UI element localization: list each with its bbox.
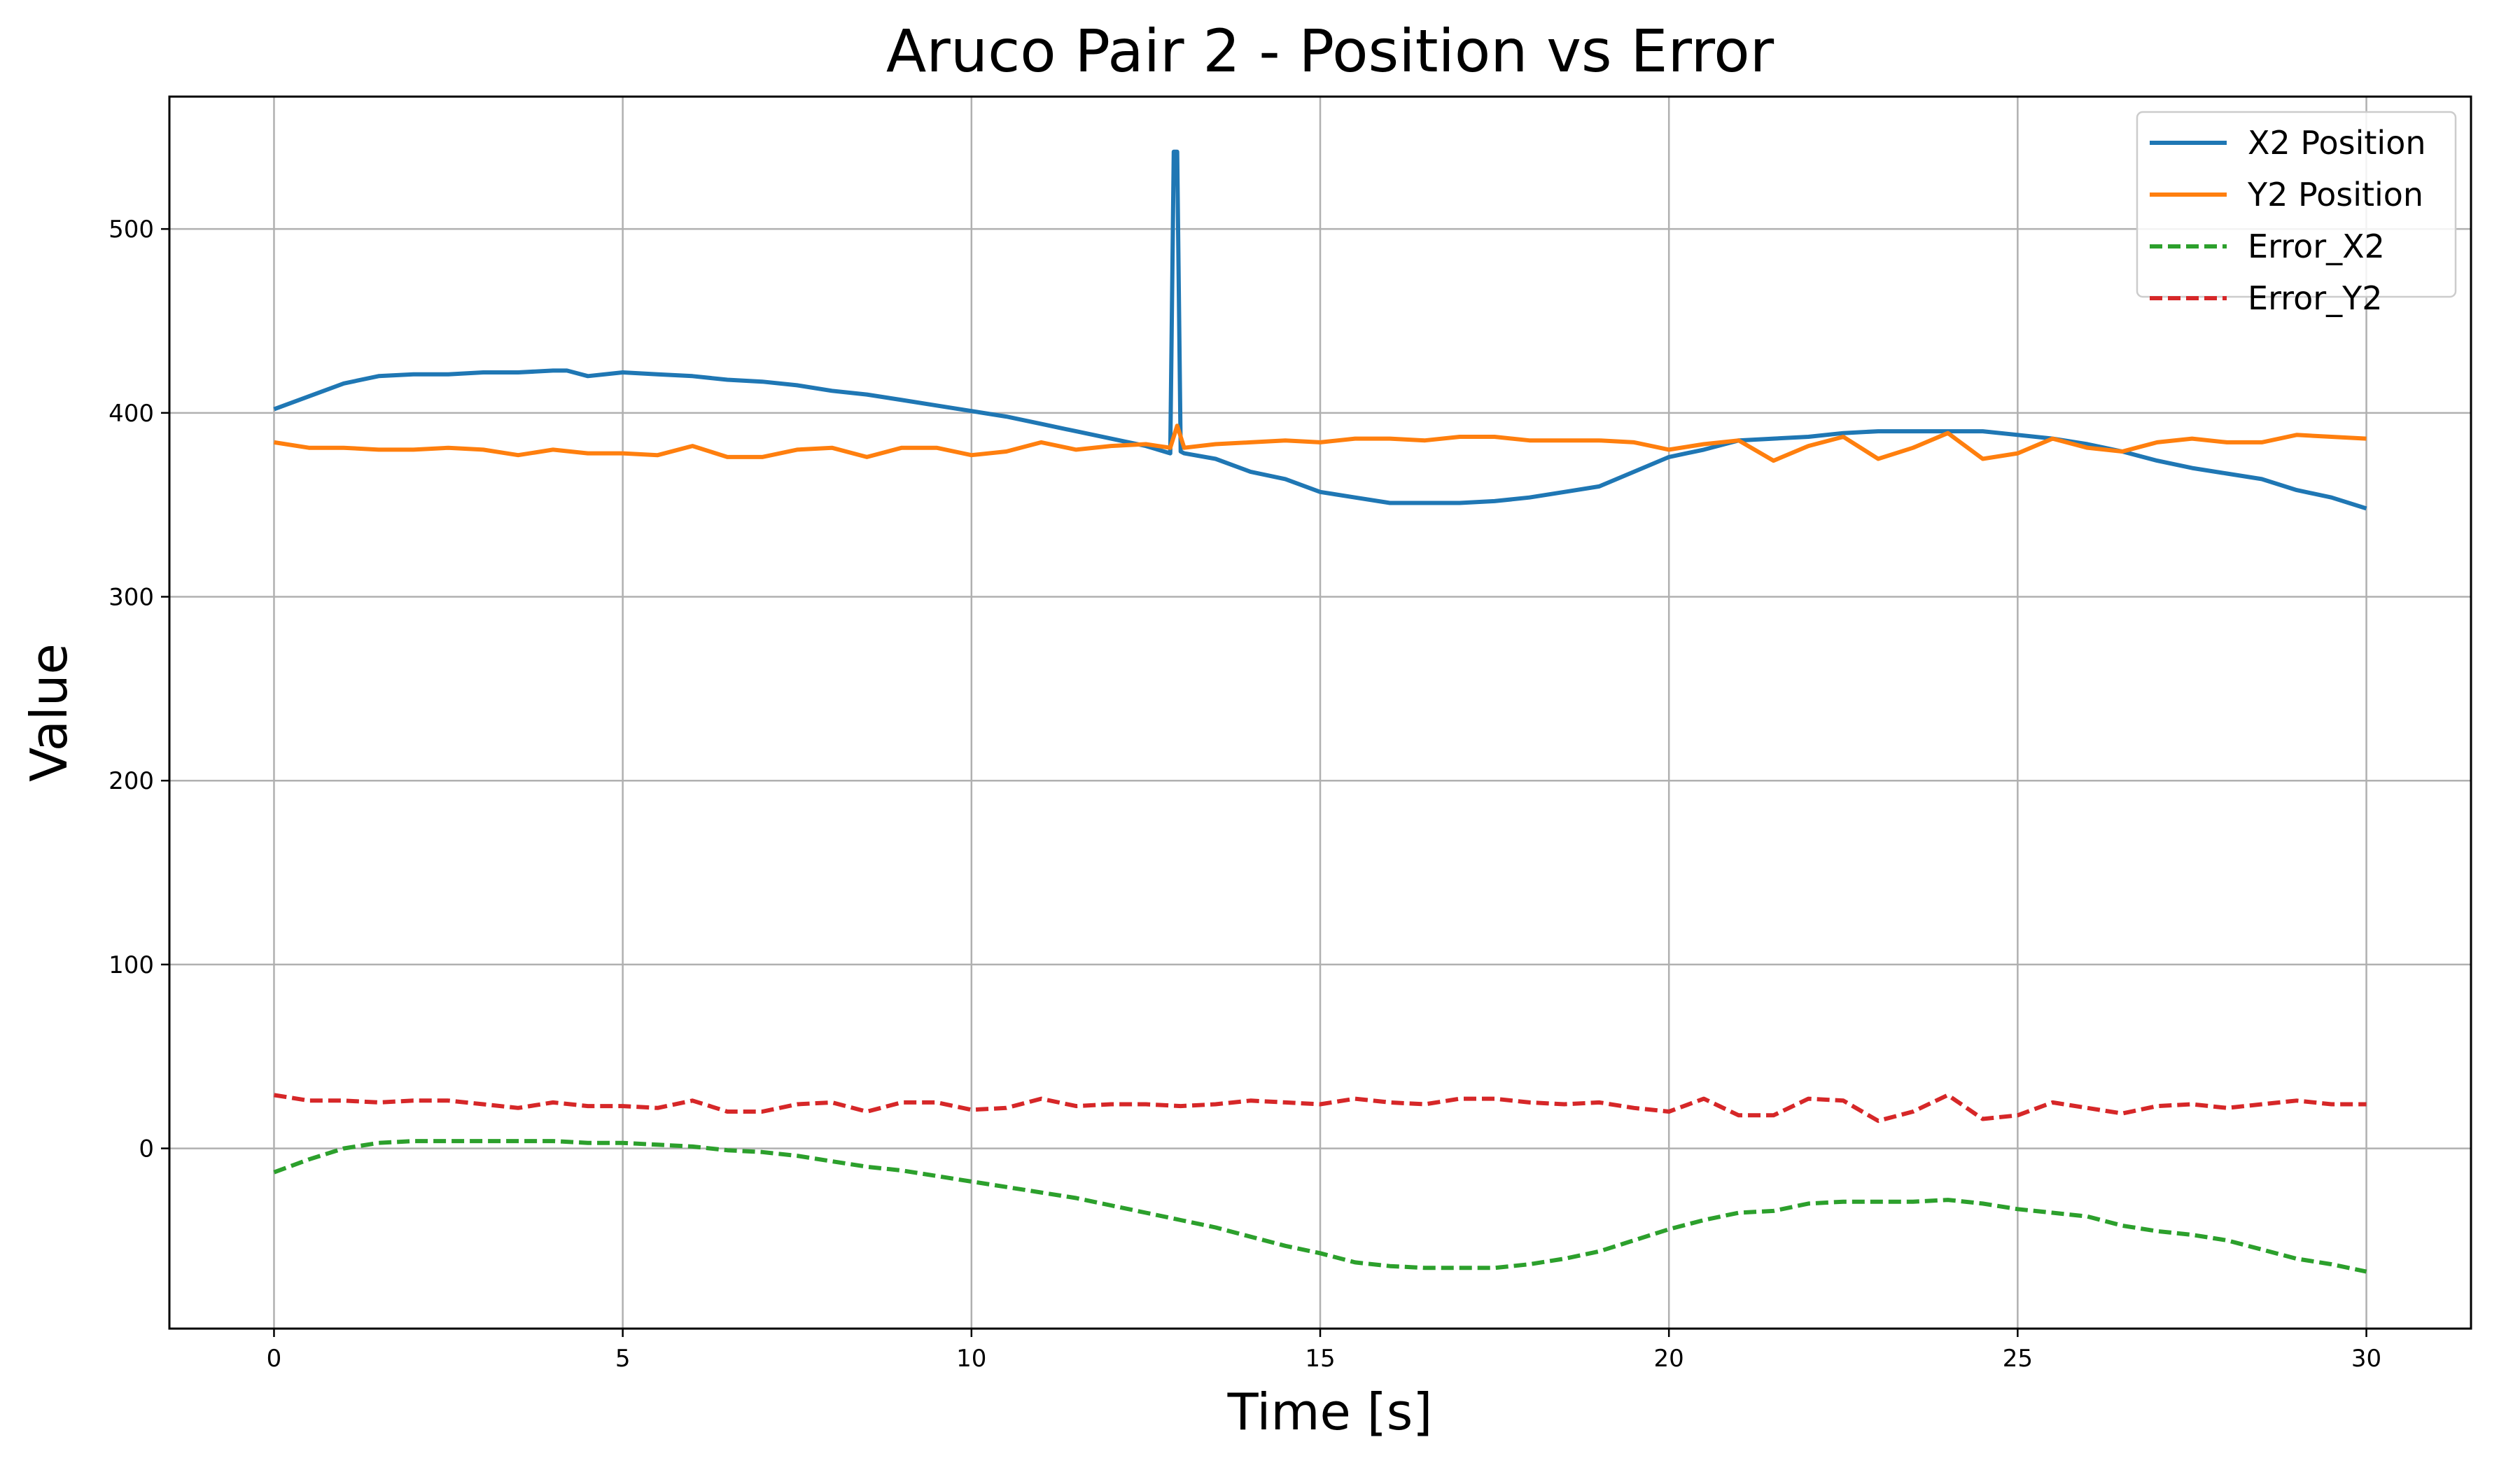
y-tick-label: 100 xyxy=(108,951,154,979)
legend-label: Error_X2 xyxy=(2248,227,2385,265)
grid xyxy=(169,97,2471,1329)
series-line-error-y2 xyxy=(274,1093,2367,1124)
y-tick-label: 500 xyxy=(108,216,154,244)
chart-title: Aruco Pair 2 - Position vs Error xyxy=(886,17,1774,85)
series-line-error-x2 xyxy=(273,1139,2367,1274)
legend: X2 Position Y2 Position Error_X2 Error_Y2 xyxy=(2136,111,2457,317)
legend-label: X2 Position xyxy=(2248,124,2426,162)
series-line-y2-position xyxy=(274,424,2367,463)
x-tick-label: 0 xyxy=(267,1345,282,1373)
x-tick-label: 30 xyxy=(2351,1345,2381,1373)
series-line-x2-position xyxy=(273,149,2367,511)
legend-box xyxy=(2136,111,2457,298)
x-tick-label: 15 xyxy=(1305,1345,1335,1373)
y-tick-label: 0 xyxy=(139,1135,154,1163)
y-tick-label: 300 xyxy=(108,584,154,612)
x-tick-label: 20 xyxy=(1654,1345,1684,1373)
series-layer xyxy=(273,149,2367,1274)
y-tick-label: 200 xyxy=(108,767,154,795)
x-axis-label: Time [s] xyxy=(1227,1382,1433,1441)
legend-label: Error_Y2 xyxy=(2248,279,2383,317)
legend-label: Y2 Position xyxy=(2247,176,2423,214)
y-axis-label: Value xyxy=(20,643,78,782)
x-tick-label: 10 xyxy=(956,1345,986,1373)
x-tick-label: 25 xyxy=(2003,1345,2033,1373)
x-tick-label: 5 xyxy=(615,1345,631,1373)
y-tick-label: 400 xyxy=(108,400,154,428)
